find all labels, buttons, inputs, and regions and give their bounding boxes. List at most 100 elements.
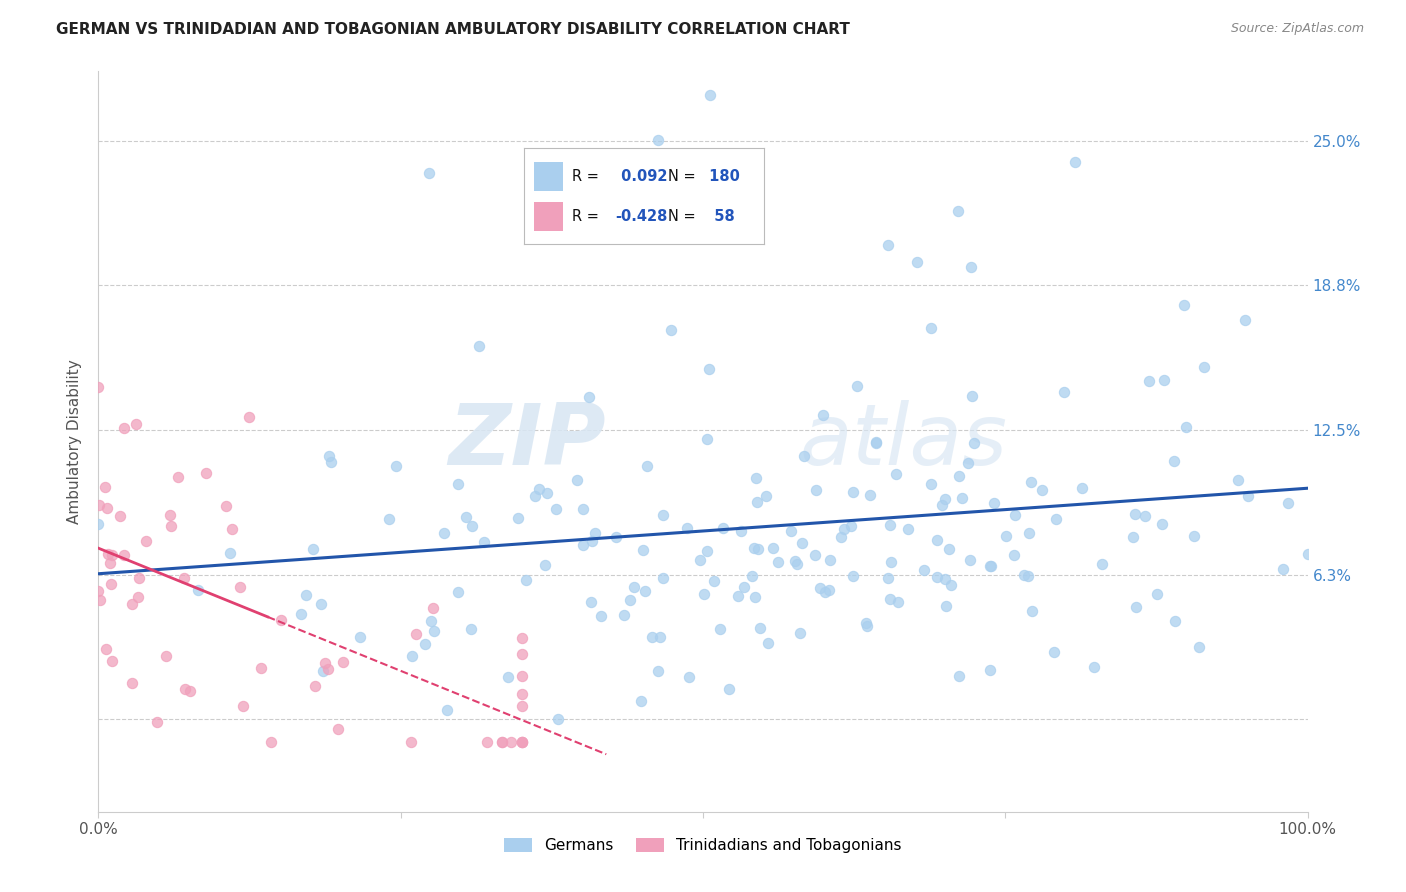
Point — [631, 542, 654, 557]
Point — [98, 556, 121, 570]
Point — [491, 735, 513, 749]
Point — [249, 661, 271, 675]
Point — [547, 712, 569, 726]
Point — [510, 735, 533, 749]
Point — [112, 548, 135, 562]
Point — [1164, 614, 1187, 628]
Point — [229, 580, 252, 594]
Point — [1012, 568, 1035, 582]
Point — [856, 619, 879, 633]
Point — [583, 526, 606, 541]
Point — [749, 621, 772, 635]
Point — [931, 498, 953, 512]
Point — [1174, 419, 1197, 434]
Point — [733, 580, 755, 594]
Point — [405, 626, 427, 640]
Point — [963, 436, 986, 450]
Text: R =: R = — [572, 169, 599, 184]
Text: N =: N = — [668, 209, 696, 224]
Point — [418, 165, 440, 179]
Point — [128, 571, 150, 585]
Point — [834, 522, 856, 536]
Point — [173, 571, 195, 585]
Point — [510, 669, 533, 683]
Point — [718, 682, 741, 697]
Point — [510, 735, 533, 749]
Point — [221, 522, 243, 536]
Point — [195, 466, 218, 480]
Point — [1146, 587, 1168, 601]
Point — [755, 489, 778, 503]
Legend: Germans, Trinidadians and Tobagonians: Germans, Trinidadians and Tobagonians — [498, 832, 908, 860]
Point — [87, 498, 110, 512]
Point — [349, 630, 371, 644]
Point — [527, 483, 550, 497]
Point — [454, 509, 477, 524]
Point — [983, 496, 1005, 510]
Point — [491, 735, 513, 749]
Point — [510, 687, 533, 701]
Point — [87, 516, 110, 531]
Point — [697, 362, 720, 376]
Point — [423, 624, 446, 639]
Point — [699, 87, 721, 102]
Point — [510, 698, 533, 713]
Point — [647, 133, 669, 147]
Point — [859, 488, 882, 502]
Point — [510, 647, 533, 661]
Point — [94, 480, 117, 494]
Point — [747, 495, 769, 509]
Y-axis label: Ambulatory Disability: Ambulatory Disability — [67, 359, 83, 524]
Point — [218, 546, 240, 560]
Point — [1182, 529, 1205, 543]
Point — [879, 591, 901, 606]
Point — [747, 541, 769, 556]
Point — [159, 508, 181, 522]
Point — [328, 722, 350, 736]
Point — [1070, 481, 1092, 495]
Point — [295, 588, 318, 602]
Point — [979, 559, 1001, 574]
Point — [1063, 155, 1085, 169]
Point — [1272, 562, 1295, 576]
Point — [1018, 525, 1040, 540]
Point — [87, 584, 110, 599]
Point — [167, 469, 190, 483]
Point — [709, 622, 731, 636]
Point — [925, 570, 948, 584]
Point — [290, 607, 312, 622]
Point — [314, 656, 336, 670]
Point — [510, 631, 533, 645]
Point — [605, 530, 627, 544]
Point — [572, 538, 595, 552]
Point — [948, 469, 970, 483]
Point — [934, 492, 956, 507]
Point — [1021, 604, 1043, 618]
Point — [630, 694, 652, 708]
Point — [689, 553, 711, 567]
Point — [1188, 640, 1211, 654]
Point — [436, 703, 458, 717]
Point — [846, 378, 869, 392]
Point — [319, 455, 342, 469]
Point — [803, 548, 825, 562]
Point — [647, 665, 669, 679]
Point — [948, 203, 970, 218]
Point — [711, 521, 734, 535]
Point — [96, 501, 118, 516]
Point — [879, 518, 901, 533]
Point — [1173, 298, 1195, 312]
Point — [703, 574, 725, 589]
Point — [1192, 359, 1215, 374]
Point — [108, 508, 131, 523]
Point — [508, 511, 530, 525]
Point — [401, 649, 423, 664]
Point — [97, 547, 120, 561]
Point — [744, 590, 766, 604]
Point — [855, 616, 877, 631]
Point — [865, 434, 887, 449]
Point — [995, 529, 1018, 543]
Point — [756, 635, 779, 649]
Text: 180: 180 — [704, 169, 740, 184]
Point — [925, 533, 948, 548]
